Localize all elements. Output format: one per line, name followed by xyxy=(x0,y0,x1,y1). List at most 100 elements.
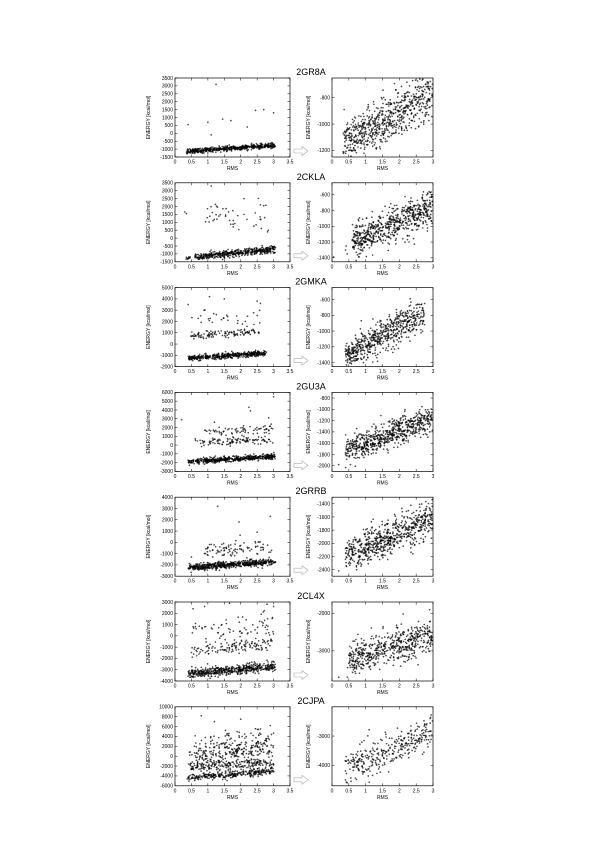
data-point xyxy=(193,462,195,465)
data-point xyxy=(208,331,211,334)
data-point xyxy=(185,212,188,215)
data-point xyxy=(203,333,205,335)
data-point xyxy=(224,358,226,360)
data-point xyxy=(396,328,399,331)
data-point xyxy=(385,330,387,333)
data-point xyxy=(261,353,263,356)
data-point xyxy=(253,250,256,253)
data-point xyxy=(387,325,390,328)
x-tick-label: 0.5 xyxy=(188,264,195,270)
data-point xyxy=(231,249,233,251)
data-point xyxy=(200,321,202,324)
data-point xyxy=(393,234,396,237)
data-point xyxy=(249,454,251,457)
data-point xyxy=(251,253,253,256)
data-point xyxy=(256,314,259,317)
data-point xyxy=(267,429,270,432)
data-point xyxy=(372,338,375,341)
data-point xyxy=(414,127,417,130)
data-point xyxy=(268,145,271,148)
data-point xyxy=(222,441,225,443)
data-point xyxy=(355,450,358,453)
data-point xyxy=(431,195,433,198)
data-point xyxy=(399,225,401,228)
data-point xyxy=(371,116,373,119)
data-point xyxy=(373,144,376,146)
data-point xyxy=(412,215,414,218)
data-point xyxy=(387,332,390,335)
data-point xyxy=(378,215,381,218)
data-point xyxy=(367,348,369,351)
data-point xyxy=(355,234,357,237)
data-point xyxy=(412,212,415,215)
data-point xyxy=(414,114,417,117)
y-axis-label: ENERGY [kcal/mol] xyxy=(306,95,312,139)
data-point xyxy=(405,336,408,339)
data-point xyxy=(259,302,262,305)
data-point xyxy=(199,457,202,460)
data-point xyxy=(254,457,257,460)
data-point xyxy=(353,136,355,139)
data-point xyxy=(252,311,255,314)
data-point xyxy=(404,222,407,224)
x-tick-label: 2 xyxy=(239,160,242,166)
x-tick-label: 1.5 xyxy=(379,474,386,480)
data-point xyxy=(359,147,362,149)
data-point xyxy=(266,231,269,233)
data-point xyxy=(262,204,265,207)
data-point xyxy=(385,335,388,338)
data-point xyxy=(202,255,205,257)
data-point xyxy=(239,431,241,434)
y-tick-label: -1200 xyxy=(317,148,330,154)
data-point xyxy=(229,254,232,257)
data-point xyxy=(247,145,250,147)
data-point xyxy=(357,244,360,247)
data-point xyxy=(413,317,416,319)
data-point xyxy=(356,359,359,361)
data-point xyxy=(363,452,366,455)
data-point xyxy=(402,315,404,317)
data-point xyxy=(382,121,384,124)
data-point xyxy=(253,323,255,326)
data-point xyxy=(261,253,264,256)
data-point xyxy=(197,258,200,261)
data-point xyxy=(362,112,365,115)
data-point xyxy=(363,355,365,358)
data-point xyxy=(407,320,410,323)
data-point xyxy=(221,252,224,255)
data-point xyxy=(234,353,237,356)
data-point xyxy=(258,351,260,354)
data-point xyxy=(359,248,361,251)
data-point xyxy=(236,214,239,217)
data-point xyxy=(394,425,397,428)
data-point xyxy=(207,461,210,463)
data-point xyxy=(267,438,270,441)
data-point xyxy=(397,322,400,325)
data-point xyxy=(426,101,429,103)
data-point xyxy=(377,113,380,116)
data-point xyxy=(364,232,367,234)
data-point xyxy=(396,101,398,104)
data-point xyxy=(398,430,401,432)
data-point xyxy=(374,330,376,333)
data-point xyxy=(404,311,407,314)
data-point xyxy=(271,142,274,145)
x-tick-label: 0.5 xyxy=(345,160,352,166)
data-point xyxy=(356,344,359,347)
data-point xyxy=(375,131,378,134)
data-point xyxy=(221,432,223,435)
data-point xyxy=(255,352,258,354)
data-point xyxy=(427,208,430,211)
data-point xyxy=(387,223,389,226)
data-point xyxy=(365,130,367,133)
data-point xyxy=(250,458,253,460)
data-point xyxy=(187,357,190,360)
y-tick-label: -1000 xyxy=(160,252,173,258)
y-tick-label: 500 xyxy=(165,228,174,234)
data-point xyxy=(241,323,244,325)
data-point xyxy=(370,136,373,139)
data-point xyxy=(399,324,402,326)
data-point xyxy=(399,320,402,322)
data-point xyxy=(358,450,361,452)
x-axis-label: RMS xyxy=(227,271,239,277)
